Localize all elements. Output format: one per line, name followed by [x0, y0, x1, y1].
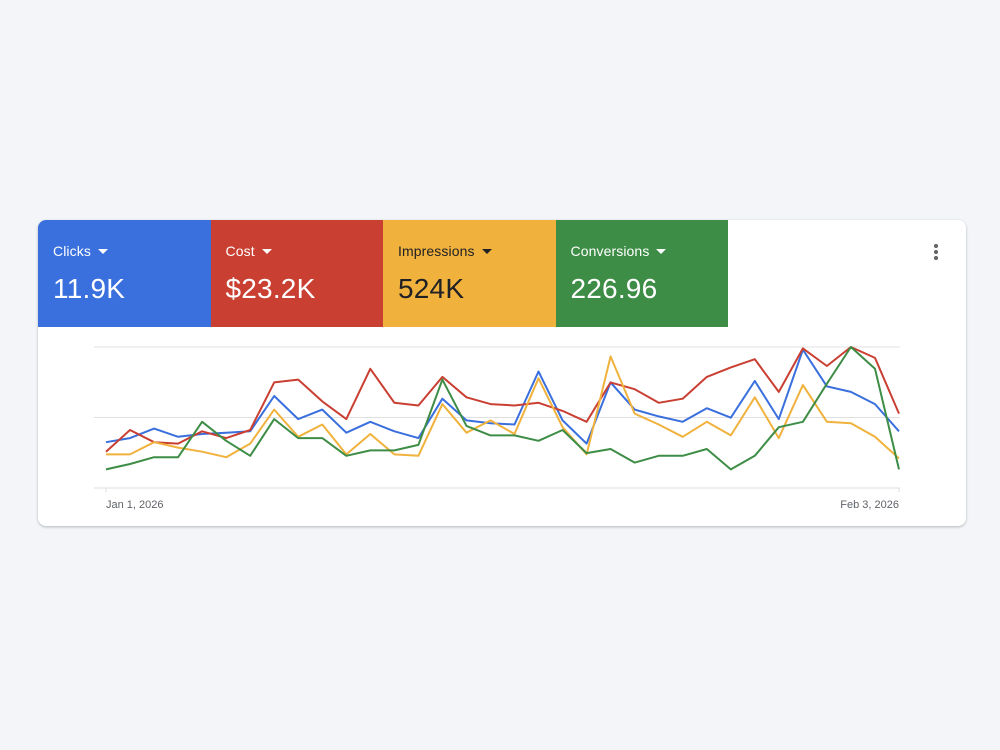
metric-tile-clicks[interactable]: Clicks 11.9K: [38, 220, 211, 327]
x-tick-label-start: Jan 1, 2026: [106, 499, 164, 511]
dropdown-arrow-icon: [656, 248, 667, 254]
more-vert-icon[interactable]: [924, 240, 948, 264]
performance-card: Clicks 11.9K Cost $23.2K Impressions 524…: [38, 220, 966, 526]
metric-value: 11.9K: [53, 273, 126, 304]
series-line-3: [106, 355, 900, 460]
dropdown-arrow-icon: [481, 248, 492, 254]
series-line-2: [105, 346, 900, 453]
dropdown-arrow-icon: [97, 248, 108, 254]
metric-label: Clicks: [53, 243, 91, 259]
metric-value: 226.96: [570, 273, 658, 304]
metric-tile-cost[interactable]: Cost $23.2K: [210, 220, 383, 327]
metric-label: Cost: [225, 243, 255, 259]
metric-tile-impressions[interactable]: Impressions 524K: [383, 220, 556, 327]
line-chart: Jan 1, 2026 Feb 3, 2026: [94, 346, 900, 511]
metric-label: Impressions: [398, 243, 475, 259]
metric-tile-conversions[interactable]: Conversions 226.96: [555, 220, 728, 327]
dropdown-arrow-icon: [261, 248, 272, 254]
x-tick-label-end: Feb 3, 2026: [840, 499, 899, 511]
metric-value: 524K: [398, 273, 465, 304]
metric-tiles: Clicks 11.9K Cost $23.2K Impressions 524…: [38, 220, 728, 327]
metric-value: $23.2K: [225, 273, 316, 304]
series-line-4: [105, 346, 900, 471]
series-line-1: [105, 348, 900, 445]
metric-label: Conversions: [570, 243, 650, 259]
